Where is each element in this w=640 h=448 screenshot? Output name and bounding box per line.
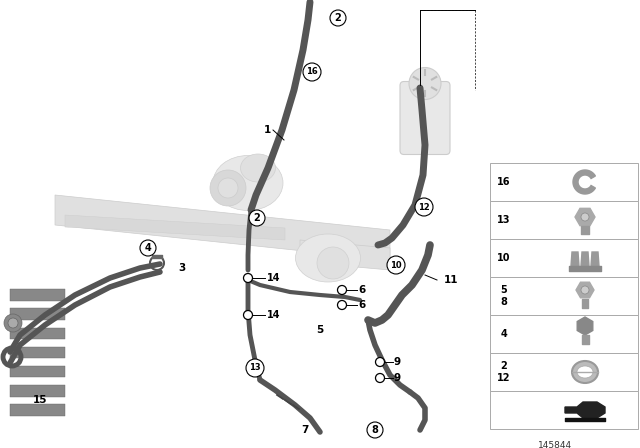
Circle shape: [8, 318, 18, 328]
Text: 8: 8: [372, 425, 378, 435]
Text: 13: 13: [497, 215, 511, 225]
Circle shape: [415, 198, 433, 216]
Text: 2: 2: [335, 13, 341, 23]
Bar: [10, 347, 65, 358]
Bar: [10, 289, 65, 301]
Circle shape: [581, 286, 589, 294]
Text: 14: 14: [267, 310, 280, 320]
Polygon shape: [571, 252, 579, 266]
Circle shape: [246, 359, 264, 377]
Polygon shape: [300, 240, 390, 270]
Ellipse shape: [296, 234, 360, 282]
Circle shape: [303, 63, 321, 81]
Text: 4: 4: [500, 329, 508, 339]
Text: 16: 16: [306, 68, 318, 77]
Text: 9: 9: [394, 373, 401, 383]
Circle shape: [4, 314, 22, 332]
Circle shape: [337, 301, 346, 310]
Circle shape: [243, 310, 253, 319]
Circle shape: [210, 170, 246, 206]
Polygon shape: [575, 208, 595, 226]
Circle shape: [409, 68, 441, 99]
Bar: [10, 327, 65, 339]
Text: 5
8: 5 8: [500, 285, 508, 307]
Text: 6: 6: [358, 285, 365, 295]
Ellipse shape: [213, 155, 283, 211]
Bar: [490, 239, 638, 277]
Bar: [490, 353, 638, 391]
Text: 9: 9: [394, 357, 401, 367]
Bar: [490, 391, 638, 429]
Polygon shape: [573, 170, 595, 194]
Ellipse shape: [241, 154, 275, 182]
Bar: [490, 201, 638, 239]
Polygon shape: [565, 402, 605, 418]
Text: 3: 3: [179, 263, 186, 273]
Circle shape: [218, 178, 238, 198]
Text: 11: 11: [444, 275, 458, 285]
Text: 10: 10: [497, 253, 511, 263]
Circle shape: [337, 285, 346, 294]
Text: 15: 15: [33, 395, 47, 405]
Polygon shape: [65, 215, 285, 240]
Bar: [10, 385, 65, 396]
Bar: [490, 277, 638, 315]
Text: 7: 7: [301, 425, 308, 435]
Ellipse shape: [572, 361, 598, 383]
Bar: [10, 404, 65, 416]
Text: 2
12: 2 12: [497, 361, 511, 383]
Circle shape: [367, 422, 383, 438]
Circle shape: [249, 210, 265, 226]
FancyBboxPatch shape: [400, 82, 450, 155]
Bar: [10, 366, 65, 377]
Circle shape: [387, 256, 405, 274]
Text: 145844: 145844: [538, 440, 572, 448]
Circle shape: [243, 273, 253, 283]
Text: 16: 16: [497, 177, 511, 187]
Circle shape: [376, 374, 385, 383]
Circle shape: [581, 213, 589, 221]
Polygon shape: [581, 252, 589, 266]
Polygon shape: [591, 252, 599, 266]
Circle shape: [376, 358, 385, 366]
Text: 10: 10: [390, 260, 402, 270]
Circle shape: [140, 240, 156, 256]
Circle shape: [330, 10, 346, 26]
Polygon shape: [55, 195, 390, 260]
Bar: [10, 308, 65, 320]
Polygon shape: [577, 317, 593, 335]
Text: 5: 5: [316, 325, 324, 335]
Ellipse shape: [577, 366, 593, 378]
Text: 1: 1: [264, 125, 271, 135]
Bar: [490, 315, 638, 353]
Text: 6: 6: [358, 300, 365, 310]
Text: 2: 2: [253, 213, 260, 223]
Text: 4: 4: [145, 243, 152, 253]
Bar: [490, 163, 638, 201]
Text: 12: 12: [418, 202, 430, 211]
Text: 14: 14: [267, 273, 280, 283]
Circle shape: [317, 247, 349, 279]
Text: 13: 13: [249, 363, 261, 372]
Polygon shape: [576, 282, 594, 298]
